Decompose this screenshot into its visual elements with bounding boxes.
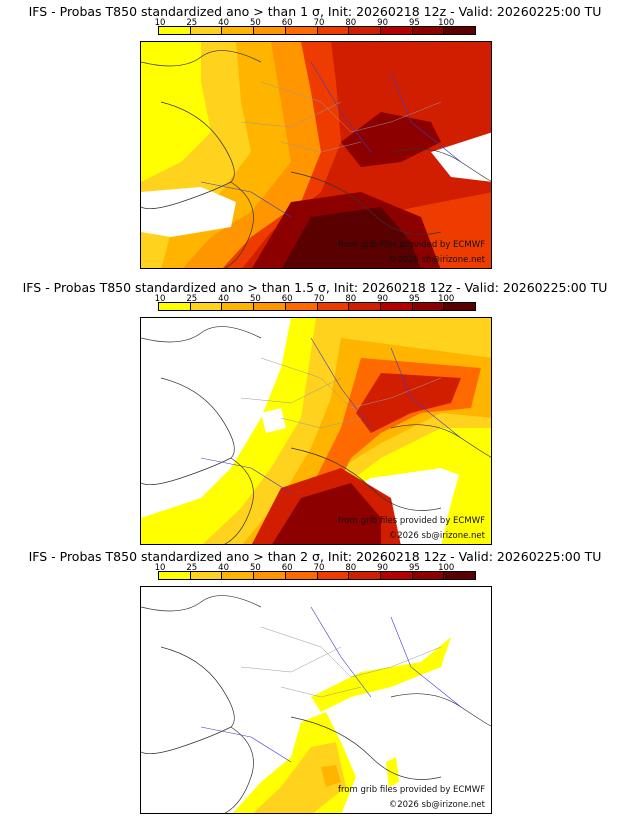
colorbar-tick-label: 70 (313, 563, 325, 573)
colorbar-swatch (412, 572, 445, 579)
colorbar-swatch (412, 303, 445, 310)
colorbar-tick-label: 25 (186, 18, 198, 28)
colorbar-swatch (444, 303, 476, 310)
colorbar-tick-label: 100 (438, 294, 455, 304)
colorbar-swatch (254, 303, 286, 310)
colorbar (158, 302, 476, 311)
colorbar-swatch (254, 27, 286, 34)
colorbar-tick-label: 10 (154, 294, 166, 304)
colorbar-swatch (159, 572, 191, 579)
colorbar-tick-label: 40 (218, 18, 230, 28)
probability-map[interactable]: from grib files provided by ECMWF ©2026 … (140, 317, 492, 545)
colorbar-tick-label: 100 (438, 18, 455, 28)
panel-1-5-sigma: IFS - Probas T850 standardized ano > tha… (0, 276, 630, 552)
colorbar-swatch (349, 572, 381, 579)
colorbar-swatch (222, 572, 255, 579)
colorbar-swatch (380, 27, 413, 34)
colorbar-tick-label: 50 (249, 18, 261, 28)
colorbar-tick-label: 70 (313, 294, 325, 304)
credit-source: from grib files provided by ECMWF (338, 240, 485, 250)
colorbar-swatch (190, 303, 223, 310)
colorbar-tick-label: 70 (313, 18, 325, 28)
colorbar-tick-label: 60 (281, 294, 293, 304)
colorbar-ticks: 10 25 40 50 60 70 80 90 95 100 (0, 563, 630, 573)
colorbar-tick-label: 60 (281, 563, 293, 573)
colorbar-swatch (159, 27, 191, 34)
colorbar-swatch (317, 572, 350, 579)
colorbar-swatch (317, 303, 350, 310)
colorbar-swatch (380, 303, 413, 310)
colorbar-tick-label: 25 (186, 294, 198, 304)
colorbar (158, 571, 476, 580)
colorbar-swatch (254, 572, 286, 579)
colorbar-swatch (222, 303, 255, 310)
colorbar-swatch (285, 572, 318, 579)
colorbar-ticks: 10 25 40 50 60 70 80 90 95 100 (0, 294, 630, 304)
colorbar-swatch (317, 27, 350, 34)
panel-1-sigma: IFS - Probas T850 standardized ano > tha… (0, 0, 630, 276)
colorbar-ticks: 10 25 40 50 60 70 80 90 95 100 (0, 18, 630, 28)
credit-source: from grib files provided by ECMWF (338, 785, 485, 795)
colorbar-tick-label: 50 (249, 563, 261, 573)
colorbar-tick-label: 95 (408, 294, 420, 304)
colorbar-swatch (159, 303, 191, 310)
colorbar-tick-label: 10 (154, 563, 166, 573)
credit-copyright: ©2026 sb@irizone.net (388, 531, 485, 541)
colorbar-swatch (222, 27, 255, 34)
map-svg (141, 587, 491, 813)
colorbar-tick-label: 40 (218, 294, 230, 304)
panel-title: IFS - Probas T850 standardized ano > tha… (22, 280, 608, 295)
colorbar-swatch (285, 27, 318, 34)
probability-map[interactable]: from grib files provided by ECMWF ©2026 … (140, 41, 492, 269)
colorbar-tick-label: 80 (345, 18, 357, 28)
map-svg (141, 42, 491, 268)
colorbar-swatch (412, 27, 445, 34)
colorbar (158, 26, 476, 35)
colorbar-tick-label: 90 (377, 18, 389, 28)
colorbar-tick-label: 40 (218, 563, 230, 573)
colorbar-swatch (444, 572, 476, 579)
colorbar-tick-label: 90 (377, 563, 389, 573)
colorbar-swatch (349, 27, 381, 34)
colorbar-swatch (349, 303, 381, 310)
colorbar-tick-label: 100 (438, 563, 455, 573)
colorbar-tick-label: 50 (249, 294, 261, 304)
panel-title: IFS - Probas T850 standardized ano > tha… (28, 549, 602, 564)
credit-source: from grib files provided by ECMWF (338, 516, 485, 526)
colorbar-tick-label: 95 (408, 563, 420, 573)
colorbar-swatch (285, 303, 318, 310)
colorbar-tick-label: 95 (408, 18, 420, 28)
panel-title: IFS - Probas T850 standardized ano > tha… (28, 4, 602, 19)
colorbar-tick-label: 80 (345, 294, 357, 304)
colorbar-swatch (190, 572, 223, 579)
colorbar-swatch (190, 27, 223, 34)
map-svg (141, 318, 491, 544)
colorbar-tick-label: 25 (186, 563, 198, 573)
colorbar-tick-label: 90 (377, 294, 389, 304)
probability-map[interactable]: from grib files provided by ECMWF ©2026 … (140, 586, 492, 814)
credit-copyright: ©2026 sb@irizone.net (388, 800, 485, 810)
panel-2-sigma: IFS - Probas T850 standardized ano > tha… (0, 545, 630, 828)
colorbar-tick-label: 80 (345, 563, 357, 573)
colorbar-swatch (444, 27, 476, 34)
colorbar-swatch (380, 572, 413, 579)
colorbar-tick-label: 60 (281, 18, 293, 28)
colorbar-tick-label: 10 (154, 18, 166, 28)
credit-copyright: ©2026 sb@irizone.net (388, 255, 485, 265)
